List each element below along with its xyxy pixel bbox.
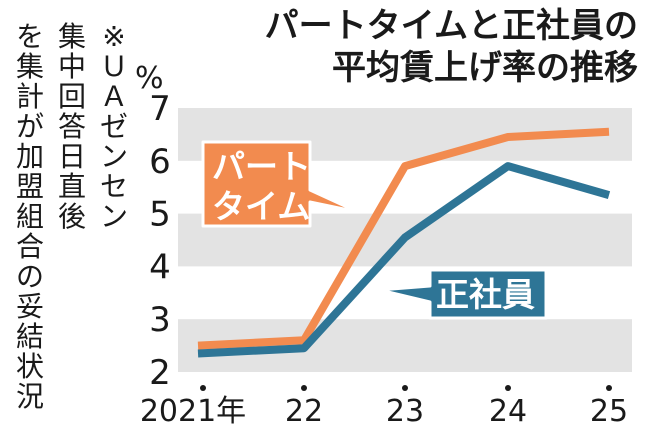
x-axis-ticks: 2021年 22 23 24 25 (140, 385, 628, 429)
series-line-1 (197, 127, 610, 350)
note-column-2: 集中回答日直後 (57, 20, 86, 233)
x-tick-dot (402, 385, 408, 391)
chart-title-line-1: パートタイムと正社員の (264, 6, 638, 46)
part-time-label-text: パート (212, 147, 311, 186)
x-tick-label: 23 (386, 394, 424, 429)
y-tick-label: 2 (149, 353, 171, 393)
x-tick-dot (606, 385, 612, 391)
x-tick-label: 25 (590, 394, 628, 429)
x-tick-label: 2021年 (140, 394, 246, 429)
regular-label-box (378, 268, 548, 320)
part-time-label-text: タイム (212, 187, 310, 226)
chart-title-line-2: 平均賃上げ率の推移 (332, 48, 638, 88)
regular-label-text: 正社員 (436, 275, 535, 314)
x-tick-dot (505, 385, 511, 391)
x-tick-dot (200, 385, 206, 391)
y-axis-unit: % (135, 61, 164, 96)
series-line-2 (197, 162, 611, 358)
y-tick-label: 5 (149, 195, 171, 235)
x-tick-dot (301, 385, 307, 391)
y-axis-ticks: 2 3 4 5 6 7 (149, 89, 171, 393)
series-lines (197, 127, 611, 358)
y-tick-label: 7 (149, 89, 171, 129)
note-column-1: ※ＵＡゼンセン (99, 20, 128, 233)
x-tick-label: 22 (285, 394, 323, 429)
y-tick-label: 4 (149, 247, 171, 287)
y-tick-label: 6 (149, 142, 171, 182)
note-column-3: を集計が加盟組合の妥結状況 (15, 20, 44, 413)
y-tick-label: 3 (149, 300, 171, 340)
part-time-label-box (201, 140, 360, 228)
x-tick-label: 24 (489, 394, 527, 429)
